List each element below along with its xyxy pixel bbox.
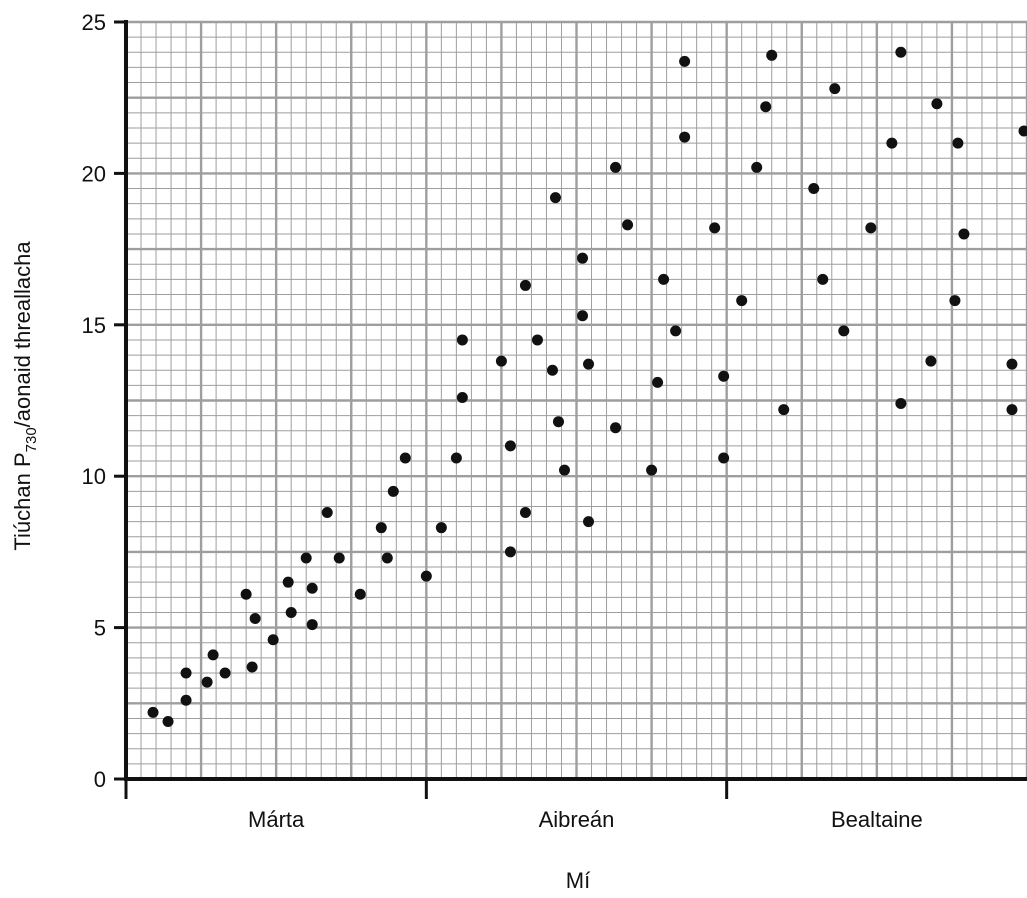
data-point (354, 588, 366, 600)
y-tick-label: 25 (82, 10, 106, 35)
data-point (886, 137, 898, 149)
data-point (622, 219, 634, 231)
data-point (456, 334, 468, 346)
data-point (420, 570, 432, 582)
data-point (306, 582, 318, 594)
data-point (504, 440, 516, 452)
y-ticks: 0 5 10 15 20 25 (82, 10, 126, 792)
data-point (180, 694, 192, 706)
data-point (670, 325, 682, 337)
data-point (817, 273, 829, 285)
data-point (546, 364, 558, 376)
y-axis-title-subscript: 730 (23, 427, 40, 452)
data-point (958, 228, 970, 240)
data-point (333, 552, 345, 564)
x-ticks: Márta Aibreán Bealtaine (124, 779, 923, 832)
y-tick-label: 5 (94, 616, 106, 641)
data-point (246, 661, 258, 673)
data-point (577, 310, 589, 322)
data-point (552, 416, 564, 428)
x-tick-label: Aibreán (539, 807, 615, 832)
data-point (450, 452, 462, 464)
axes (124, 20, 1027, 781)
data-point (760, 101, 772, 113)
data-point (751, 161, 763, 173)
data-point (207, 649, 219, 661)
data-point (718, 370, 730, 382)
data-point (778, 404, 790, 416)
data-point (652, 376, 664, 388)
data-point (838, 325, 850, 337)
x-axis-title: Mí (566, 868, 590, 893)
data-point (519, 279, 531, 291)
data-point (387, 485, 399, 497)
data-points (147, 46, 1027, 727)
data-point (895, 46, 907, 58)
data-point (267, 634, 279, 646)
data-point (925, 355, 937, 367)
data-point (558, 464, 570, 476)
data-point (865, 222, 877, 234)
data-point (895, 398, 907, 410)
data-point (949, 295, 961, 307)
data-point (219, 667, 231, 679)
data-point (285, 606, 297, 618)
data-point (435, 522, 447, 534)
data-point (583, 358, 595, 370)
y-tick-label: 10 (82, 464, 106, 489)
data-point (282, 576, 294, 588)
data-point (718, 452, 730, 464)
data-point (180, 667, 192, 679)
data-point (306, 619, 318, 631)
data-point (931, 98, 943, 110)
data-point (504, 546, 516, 558)
y-tick-label: 15 (82, 313, 106, 338)
data-point (952, 137, 964, 149)
y-axis-title-prefix: Tiúchan P (10, 452, 35, 550)
data-point (1006, 404, 1018, 416)
data-point (736, 295, 748, 307)
data-point (1018, 125, 1027, 137)
data-point (1006, 358, 1018, 370)
y-tick-label: 0 (94, 767, 106, 792)
data-point (519, 507, 531, 519)
data-point (249, 613, 261, 625)
data-point (300, 552, 312, 564)
data-point (147, 706, 159, 718)
data-point (679, 55, 691, 67)
data-point (808, 183, 820, 195)
data-point (577, 252, 589, 264)
data-point (375, 522, 387, 534)
data-point (679, 131, 691, 143)
data-point (456, 391, 468, 403)
data-point (240, 588, 252, 600)
data-point (709, 222, 721, 234)
data-point (399, 452, 411, 464)
grid-major (126, 20, 1027, 779)
data-point (766, 49, 778, 61)
y-axis-title-suffix: /aonaid threallacha (10, 241, 35, 428)
data-point (162, 715, 174, 727)
data-point (321, 507, 333, 519)
data-point (531, 334, 543, 346)
data-point (549, 192, 561, 204)
y-axis-title: Tiúchan P730/aonaid threallacha (10, 241, 40, 551)
data-point (495, 355, 507, 367)
data-point (658, 273, 670, 285)
data-point (646, 464, 658, 476)
data-point (610, 422, 622, 434)
x-tick-label: Bealtaine (831, 807, 923, 832)
data-point (201, 676, 213, 688)
y-tick-label: 20 (82, 161, 106, 186)
data-point (583, 516, 595, 528)
x-tick-label: Márta (248, 807, 305, 832)
data-point (610, 161, 622, 173)
data-point (381, 552, 393, 564)
data-point (829, 83, 841, 95)
